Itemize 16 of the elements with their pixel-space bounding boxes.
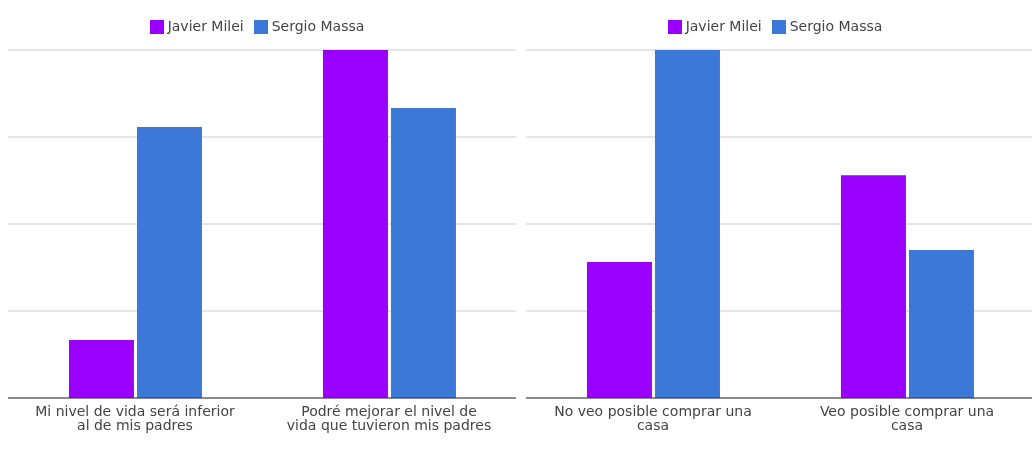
legend-label: Javier Milei	[167, 18, 244, 34]
x-tick-label: Podré mejorar el nivel de vida que tuvieron mis padres	[286, 402, 492, 433]
x-tick-label: Veo posible comprar una casa	[819, 402, 995, 433]
bar	[136, 126, 202, 398]
bar	[68, 339, 134, 398]
bar	[322, 50, 388, 398]
bar	[908, 250, 974, 398]
bar	[840, 175, 906, 398]
x-tick-label: Mi nivel de vida será inferior al de mis padres	[35, 402, 235, 433]
x-tick-label: No veo posible comprar una casa	[554, 402, 752, 433]
bar	[390, 108, 456, 398]
bar	[654, 50, 720, 398]
legend-label: Sergio Massa	[271, 18, 365, 34]
legend-label: Javier Milei	[685, 18, 762, 34]
legend-label: Sergio Massa	[789, 18, 883, 34]
bar	[586, 261, 652, 398]
